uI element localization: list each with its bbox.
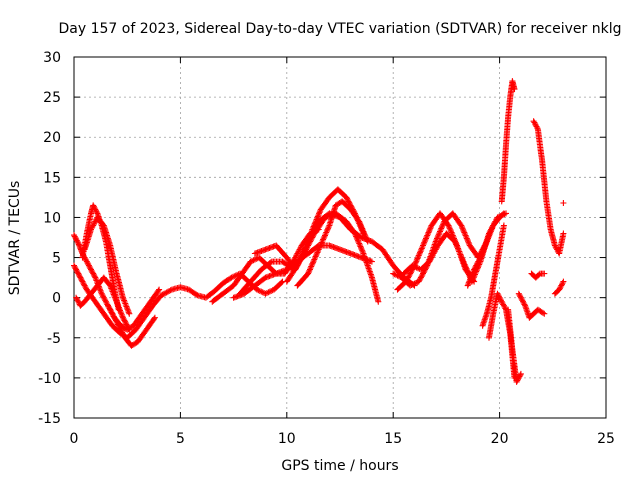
- scatter-points: [560, 200, 567, 206]
- plot-frame: [73, 56, 607, 419]
- y-axis-label: SDTVAR / TECUs: [7, 181, 23, 296]
- y-tick-label: 30: [43, 50, 61, 66]
- scatter-points: [551, 278, 567, 297]
- y-tick-label: -5: [47, 331, 61, 347]
- scatter-points: [294, 198, 371, 289]
- scatter-points: [479, 222, 507, 329]
- y-tick-label: -10: [38, 371, 61, 387]
- series-track-20: [505, 306, 524, 385]
- series-track-16: [464, 210, 507, 289]
- x-tick-label: 5: [176, 431, 185, 447]
- scatter-points: [530, 118, 567, 257]
- series-track-23: [515, 290, 548, 321]
- x-axis-label: GPS time / hours: [281, 458, 398, 474]
- x-tick-label: 0: [70, 431, 79, 447]
- y-tick-label: 10: [43, 210, 61, 226]
- series-track-17: [479, 222, 507, 329]
- y-tick-label: -15: [38, 411, 61, 427]
- series-track-19: [498, 78, 518, 205]
- y-tick-label: 20: [43, 130, 61, 146]
- points-layer: [71, 78, 567, 385]
- x-tick-label: 25: [597, 431, 615, 447]
- x-tick-label: 10: [278, 431, 296, 447]
- y-tick-label: 25: [43, 90, 61, 106]
- series-track-05: [81, 214, 133, 317]
- scatter-points: [528, 270, 548, 281]
- series-track-22: [528, 270, 548, 281]
- scatter-points: [498, 78, 518, 205]
- y-tick-label: 0: [52, 291, 61, 307]
- grid-layer: [74, 57, 606, 418]
- scatter-points: [81, 214, 133, 317]
- scatter-points: [505, 306, 524, 385]
- x-tick-label: 15: [384, 431, 402, 447]
- series-track-24: [551, 278, 567, 297]
- chart-title: Day 157 of 2023, Sidereal Day-to-day VTE…: [59, 21, 622, 37]
- series-track-12: [294, 198, 371, 289]
- y-tick-label: 15: [43, 170, 61, 186]
- scatter-points: [515, 290, 548, 321]
- x-tick-label: 20: [491, 431, 509, 447]
- ticks-layer: 0 5 10 15 20 25 -15 -10 -5 0 5 10 15 20 25 30: [38, 50, 615, 447]
- scatter-points: [464, 210, 507, 289]
- scatter-points: [105, 286, 163, 333]
- series-track-25: [560, 200, 567, 206]
- series-track-06: [105, 286, 163, 333]
- y-tick-label: 5: [52, 251, 61, 267]
- series-track-21: [530, 118, 567, 257]
